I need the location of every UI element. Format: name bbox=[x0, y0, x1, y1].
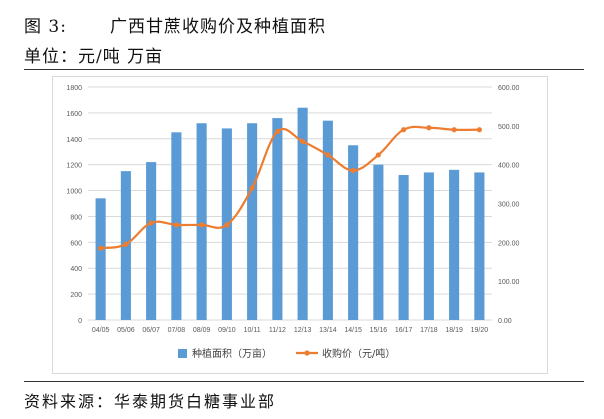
x-axis-tick-label: 05/06 bbox=[117, 327, 135, 334]
right-axis-tick-label: 300.00 bbox=[498, 202, 520, 209]
x-axis-tick-label: 15/16 bbox=[370, 327, 388, 334]
point-purchase-price bbox=[98, 245, 104, 251]
right-axis-tick-label: 0.00 bbox=[498, 318, 512, 325]
right-axis-tick-label: 200.00 bbox=[498, 240, 520, 247]
point-purchase-price bbox=[199, 222, 205, 228]
left-axis-tick-label: 1600 bbox=[66, 111, 82, 118]
left-axis-tick-label: 400 bbox=[70, 266, 82, 273]
legend-swatch-marker-purchase-price bbox=[304, 350, 310, 356]
bar-planting-area bbox=[272, 118, 283, 320]
unit-line: 单位：元/吨 万亩 bbox=[24, 47, 164, 67]
x-axis-tick-label: 04/05 bbox=[92, 327, 110, 334]
left-axis-tick-label: 600 bbox=[70, 240, 82, 247]
x-axis-tick-label: 08/09 bbox=[193, 327, 211, 334]
bar-planting-area bbox=[474, 172, 485, 320]
legend-swatch-planting-area bbox=[178, 349, 187, 358]
right-axis-tick-label: 400.00 bbox=[498, 163, 520, 170]
bar-planting-area bbox=[348, 145, 359, 320]
x-axis-tick-label: 18/19 bbox=[445, 327, 463, 334]
left-axis-tick-label: 1800 bbox=[66, 85, 82, 92]
point-purchase-price bbox=[123, 241, 129, 247]
bar-planting-area bbox=[297, 107, 308, 320]
line-purchase-price bbox=[100, 125, 480, 250]
bar-planting-area bbox=[398, 175, 409, 320]
point-purchase-price bbox=[350, 167, 356, 174]
bar-planting-area bbox=[449, 169, 460, 320]
top-rule bbox=[24, 69, 584, 70]
point-purchase-price bbox=[401, 127, 407, 133]
left-axis-tick-label: 1400 bbox=[66, 137, 82, 144]
x-axis-tick-label: 12/13 bbox=[294, 327, 312, 334]
x-axis-tick-label: 17/18 bbox=[420, 327, 438, 334]
x-axis-tick-label: 19/20 bbox=[471, 327, 489, 334]
left-axis-tick-label: 1200 bbox=[66, 163, 82, 170]
bar-planting-area bbox=[196, 123, 207, 320]
bar-planting-area bbox=[146, 162, 157, 320]
x-axis-tick-label: 06/07 bbox=[142, 327, 160, 334]
bar-planting-area bbox=[322, 120, 333, 321]
bar-planting-area bbox=[247, 123, 258, 320]
point-purchase-price bbox=[224, 222, 230, 228]
point-purchase-price bbox=[375, 152, 381, 158]
point-purchase-price bbox=[426, 125, 432, 131]
source-note: 资料来源：华泰期货白糖事业部 bbox=[24, 392, 277, 411]
legend-label-planting-area: 种植面积（万亩） bbox=[192, 347, 272, 360]
bar-planting-area bbox=[373, 164, 384, 320]
legend-label-purchase-price: 收购价（元/吨） bbox=[322, 347, 395, 360]
point-purchase-price bbox=[451, 127, 457, 133]
x-axis-tick-label: 09/10 bbox=[218, 327, 236, 334]
figure-label: 图 3: bbox=[24, 17, 67, 37]
point-purchase-price bbox=[249, 185, 255, 191]
point-purchase-price bbox=[325, 152, 331, 158]
x-axis-tick-label: 13/14 bbox=[319, 327, 337, 334]
left-axis-tick-label: 200 bbox=[70, 292, 82, 299]
x-axis-tick-label: 14/15 bbox=[344, 327, 362, 334]
bottom-rule bbox=[24, 381, 584, 382]
chart-frame bbox=[52, 76, 548, 374]
right-axis-tick-label: 600.00 bbox=[498, 85, 520, 92]
x-axis-tick-label: 10/11 bbox=[244, 327, 261, 334]
figure-title: 广西甘蔗收购价及种植面积 bbox=[110, 17, 326, 37]
x-axis-tick-label: 16/17 bbox=[395, 327, 413, 334]
right-axis-tick-label: 100.00 bbox=[498, 279, 520, 286]
x-axis-tick-label: 07/08 bbox=[168, 327, 186, 334]
left-axis-tick-label: 1000 bbox=[66, 189, 82, 196]
point-purchase-price bbox=[148, 220, 154, 226]
x-axis-tick-label: 11/12 bbox=[269, 327, 286, 334]
point-purchase-price bbox=[173, 222, 179, 228]
point-purchase-price bbox=[274, 129, 280, 135]
left-axis-tick-label: 800 bbox=[70, 214, 82, 221]
bar-planting-area bbox=[95, 198, 106, 320]
point-purchase-price bbox=[476, 127, 482, 133]
point-purchase-price bbox=[300, 138, 306, 144]
right-axis-tick-label: 500.00 bbox=[498, 124, 520, 131]
left-axis-tick-label: 0 bbox=[78, 318, 82, 325]
figure-title-line: 图 3: 广西甘蔗收购价及种植面积 bbox=[24, 12, 326, 37]
bar-planting-area bbox=[423, 172, 434, 320]
